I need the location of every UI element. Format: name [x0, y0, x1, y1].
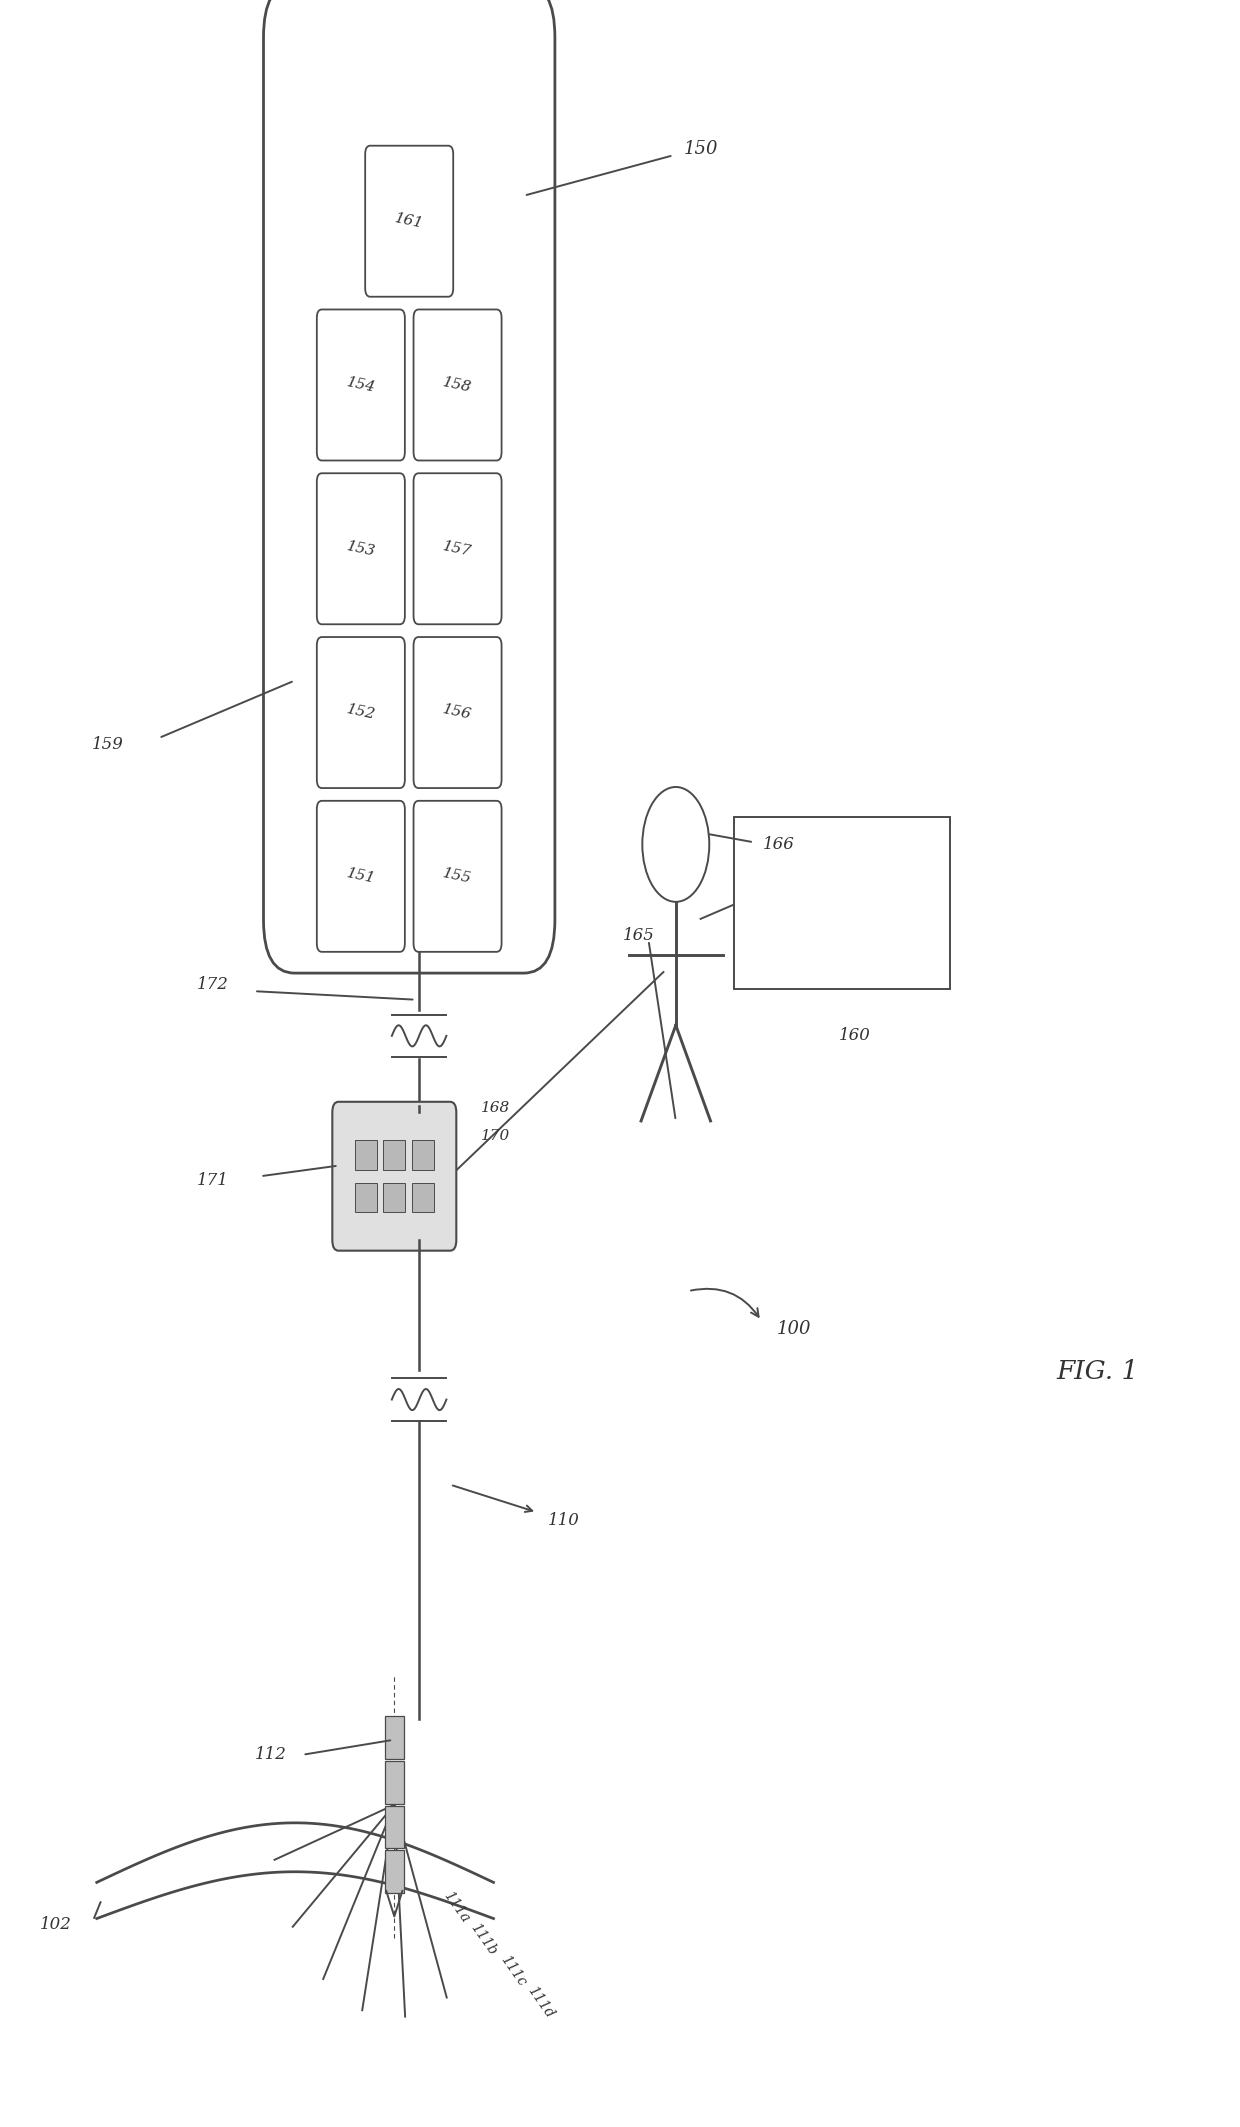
Text: 102: 102 — [40, 1916, 72, 1933]
Text: 158: 158 — [441, 374, 474, 396]
Text: 161: 161 — [393, 211, 425, 232]
FancyBboxPatch shape — [384, 1850, 404, 1893]
FancyBboxPatch shape — [316, 802, 404, 953]
Text: 111a: 111a — [440, 1889, 472, 1925]
FancyBboxPatch shape — [414, 638, 501, 789]
FancyBboxPatch shape — [414, 474, 501, 625]
FancyBboxPatch shape — [384, 1761, 404, 1804]
FancyBboxPatch shape — [383, 1140, 405, 1170]
Text: FIG. 1: FIG. 1 — [1056, 1359, 1138, 1385]
Text: 160: 160 — [838, 1027, 870, 1044]
Text: 151: 151 — [345, 866, 377, 887]
FancyBboxPatch shape — [734, 817, 950, 989]
FancyBboxPatch shape — [414, 311, 501, 459]
Text: 170: 170 — [481, 1129, 511, 1142]
Text: 150: 150 — [683, 140, 718, 157]
Text: 111c: 111c — [497, 1953, 529, 1989]
Text: 165: 165 — [622, 927, 655, 944]
FancyBboxPatch shape — [332, 1102, 456, 1251]
FancyBboxPatch shape — [384, 1806, 404, 1848]
FancyBboxPatch shape — [365, 145, 454, 298]
Text: 166: 166 — [763, 836, 795, 853]
FancyBboxPatch shape — [383, 1183, 405, 1212]
FancyBboxPatch shape — [263, 0, 556, 974]
FancyBboxPatch shape — [316, 311, 404, 459]
Text: 152: 152 — [345, 702, 377, 723]
Text: 100: 100 — [776, 1321, 811, 1338]
Text: 168: 168 — [481, 1102, 511, 1115]
Text: 156: 156 — [441, 702, 474, 723]
FancyBboxPatch shape — [355, 1183, 377, 1212]
Text: 112: 112 — [254, 1746, 286, 1763]
Text: 155: 155 — [441, 866, 474, 887]
FancyBboxPatch shape — [316, 638, 404, 789]
Text: 110: 110 — [548, 1512, 580, 1529]
Text: 153: 153 — [345, 538, 377, 559]
FancyBboxPatch shape — [412, 1183, 434, 1212]
FancyBboxPatch shape — [412, 1140, 434, 1170]
Text: 154: 154 — [345, 374, 377, 396]
FancyBboxPatch shape — [316, 474, 404, 625]
Text: 111d: 111d — [525, 1984, 557, 2021]
Circle shape — [642, 787, 709, 902]
Text: 111b: 111b — [467, 1921, 500, 1957]
Text: 157: 157 — [441, 538, 474, 559]
FancyBboxPatch shape — [384, 1716, 404, 1759]
FancyBboxPatch shape — [414, 802, 501, 953]
Text: 159: 159 — [92, 736, 124, 753]
Text: 172: 172 — [197, 976, 229, 993]
Text: 171: 171 — [197, 1172, 229, 1189]
FancyBboxPatch shape — [355, 1140, 377, 1170]
